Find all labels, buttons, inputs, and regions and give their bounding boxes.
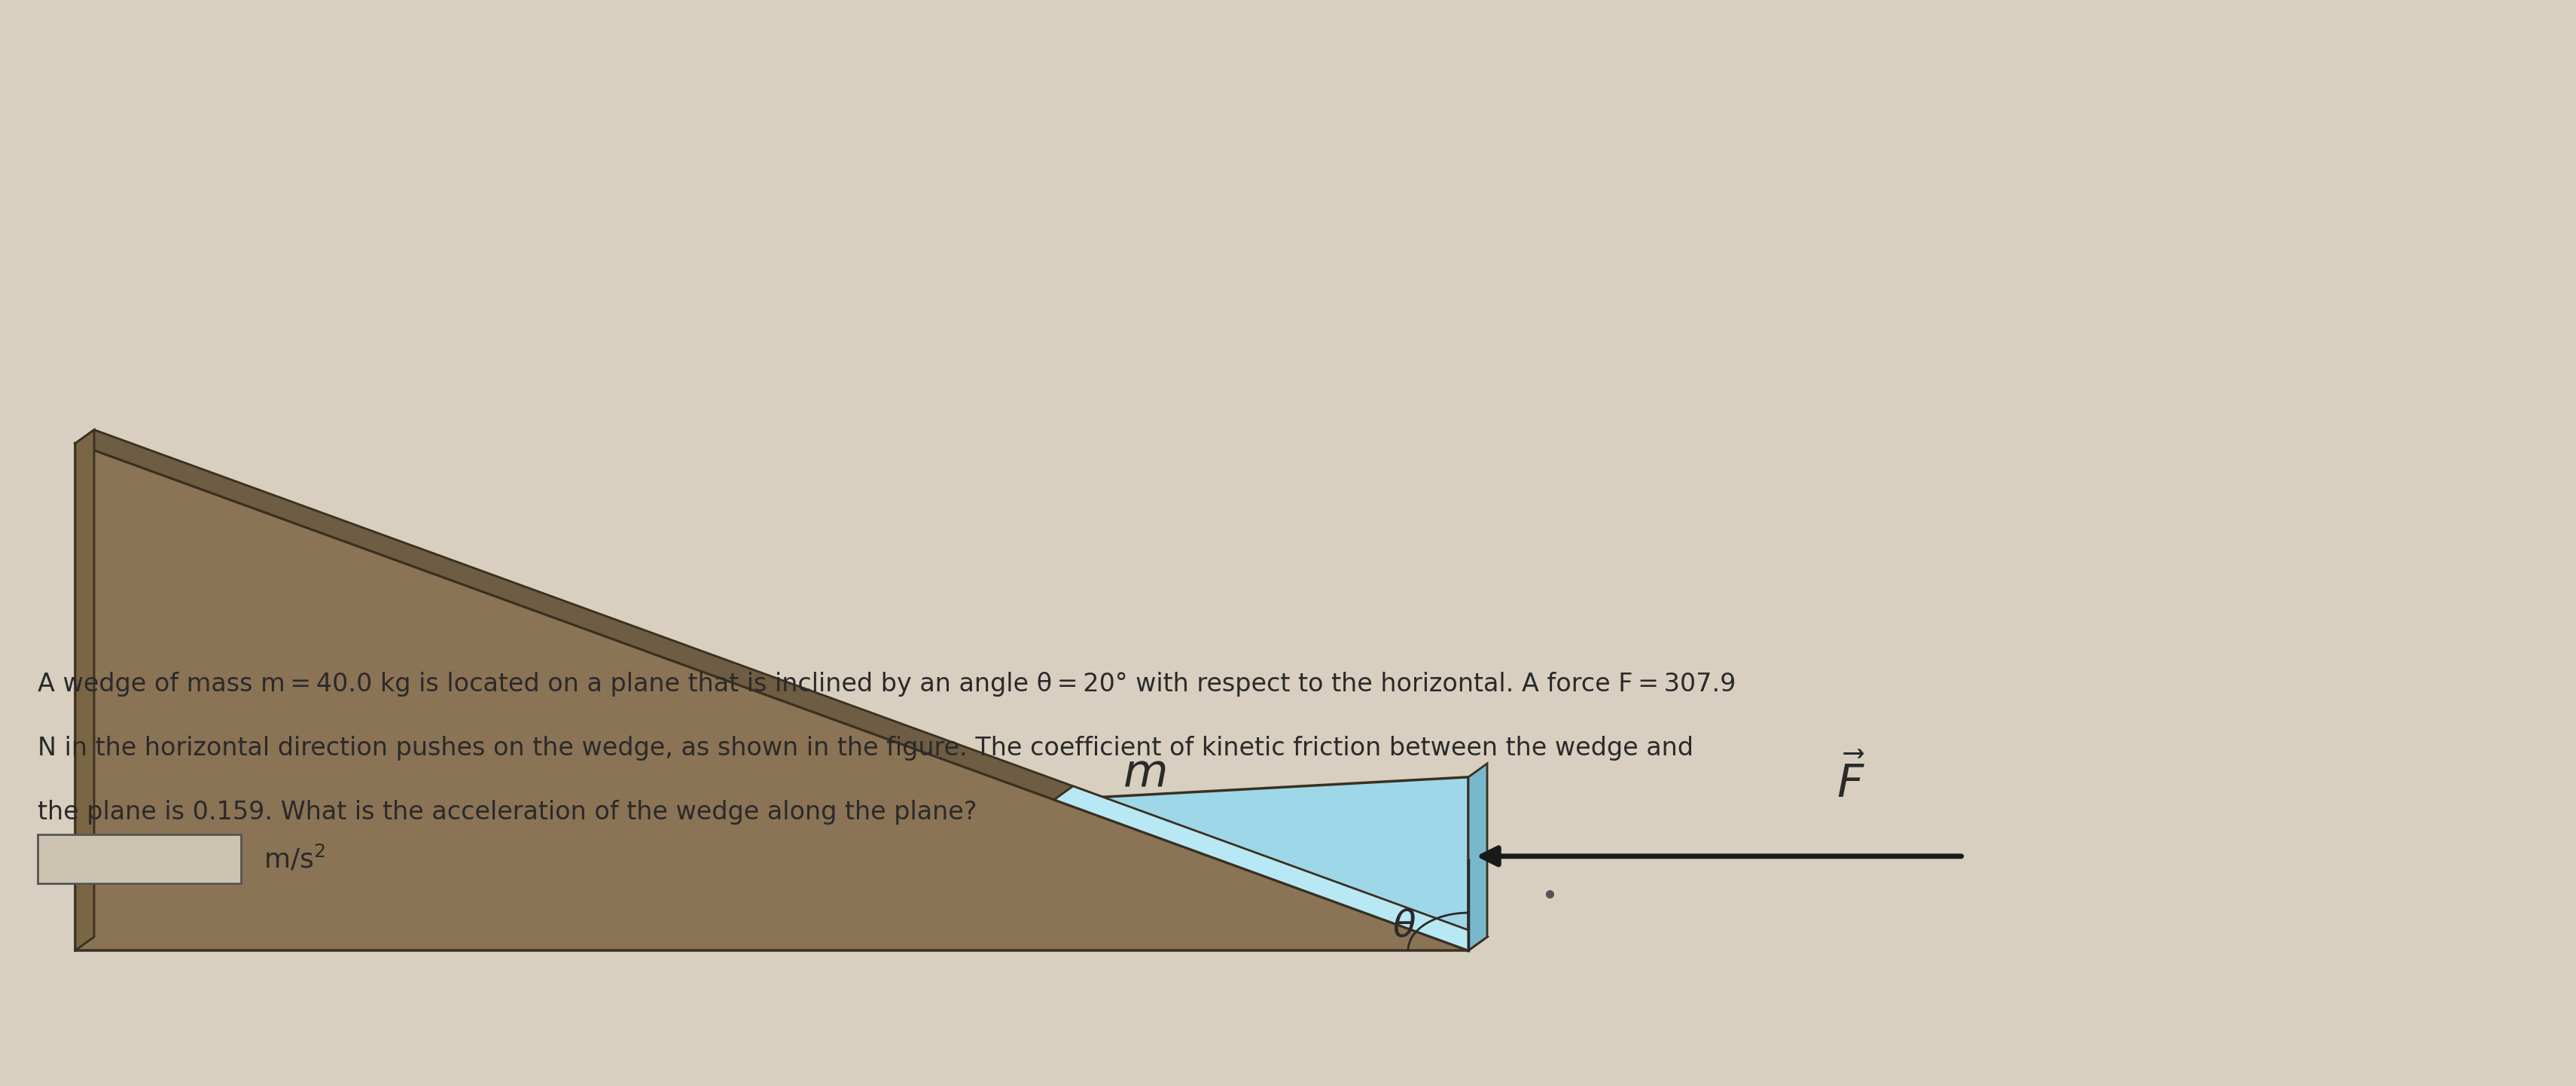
Polygon shape (1468, 763, 1486, 950)
Text: $\vec{F}$: $\vec{F}$ (1837, 756, 1865, 807)
Polygon shape (1054, 786, 1486, 950)
Text: N in the horizontal direction pushes on the wedge, as shown in the figure. The c: N in the horizontal direction pushes on … (39, 736, 1692, 760)
Polygon shape (75, 430, 95, 950)
Text: $m$: $m$ (1123, 750, 1167, 796)
Polygon shape (75, 443, 1468, 950)
Polygon shape (1054, 778, 1468, 950)
Text: $\theta$: $\theta$ (1394, 907, 1417, 945)
Text: the plane is 0.159. What is the acceleration of the wedge along the plane?: the plane is 0.159. What is the accelera… (39, 799, 976, 824)
Polygon shape (75, 430, 1486, 950)
Text: A wedge of mass m = 40.0 kg is located on a plane that is inclined by an angle θ: A wedge of mass m = 40.0 kg is located o… (39, 672, 1736, 696)
Polygon shape (39, 834, 242, 883)
Text: $\mathregular{m/s^2}$: $\mathregular{m/s^2}$ (263, 844, 325, 873)
